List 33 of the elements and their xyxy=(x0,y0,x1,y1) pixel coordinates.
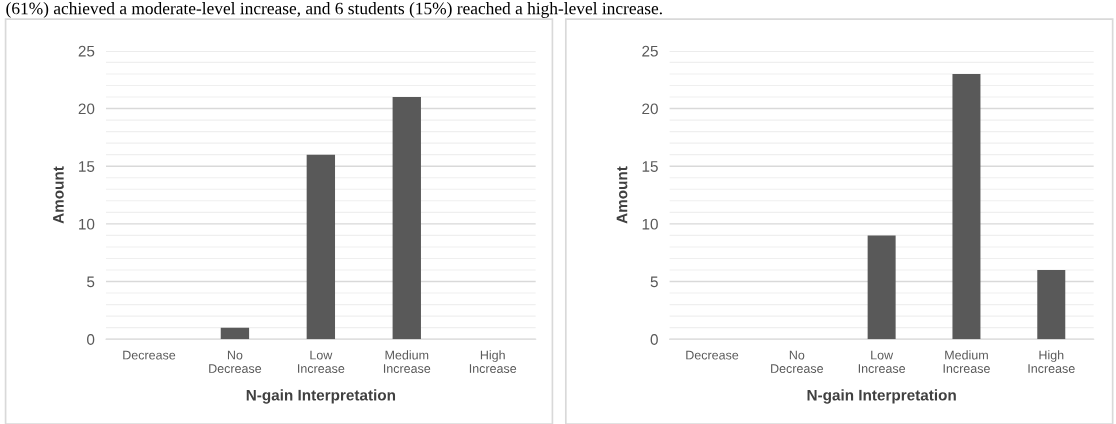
y-tick-label: 0 xyxy=(650,334,658,345)
x-tick-label: High Increase xyxy=(1028,350,1075,373)
text: (61%) achieved a moderate-level increase, and 6 students (15%) reached a high-level increase. xyxy=(6,2,662,18)
y-axis-title: Amount xyxy=(53,166,64,224)
y-axis-title: Amount xyxy=(616,166,628,224)
y-tick-label: 5 xyxy=(87,276,95,288)
y-tick-label: 10 xyxy=(79,218,95,230)
x-axis-title: N-gain Interpretation xyxy=(807,389,956,404)
y-tick-label: 15 xyxy=(79,161,95,172)
x-tick-label: Low Increase xyxy=(858,350,906,373)
y-tick-label: 15 xyxy=(642,161,658,172)
x-tick-label: Low Increase xyxy=(298,350,345,373)
bar xyxy=(952,73,981,340)
x-tick-label: High Increase xyxy=(469,350,517,373)
bar xyxy=(392,97,421,340)
x-axis-title: N-gain Interpretation xyxy=(246,389,396,404)
y-tick-label: 20 xyxy=(78,103,95,115)
bar xyxy=(867,235,896,340)
x-tick-label: Medium Increase xyxy=(383,350,431,373)
y-tick-label: 20 xyxy=(642,103,658,115)
x-tick-label: Decrease xyxy=(123,350,176,360)
bar xyxy=(220,327,250,340)
y-tick-label: 5 xyxy=(650,276,658,288)
x-tick-label: No Decrease xyxy=(771,350,824,373)
y-tick-label: 25 xyxy=(78,45,95,57)
bar xyxy=(306,154,336,340)
y-tick-label: 25 xyxy=(642,45,658,57)
bar xyxy=(1037,270,1066,340)
y-tick-label: 0 xyxy=(87,334,95,345)
x-tick-label: Decrease xyxy=(686,350,739,360)
y-tick-label: 10 xyxy=(642,218,658,230)
x-tick-label: No Decrease xyxy=(209,350,262,373)
x-tick-label: Medium Increase xyxy=(943,350,990,373)
